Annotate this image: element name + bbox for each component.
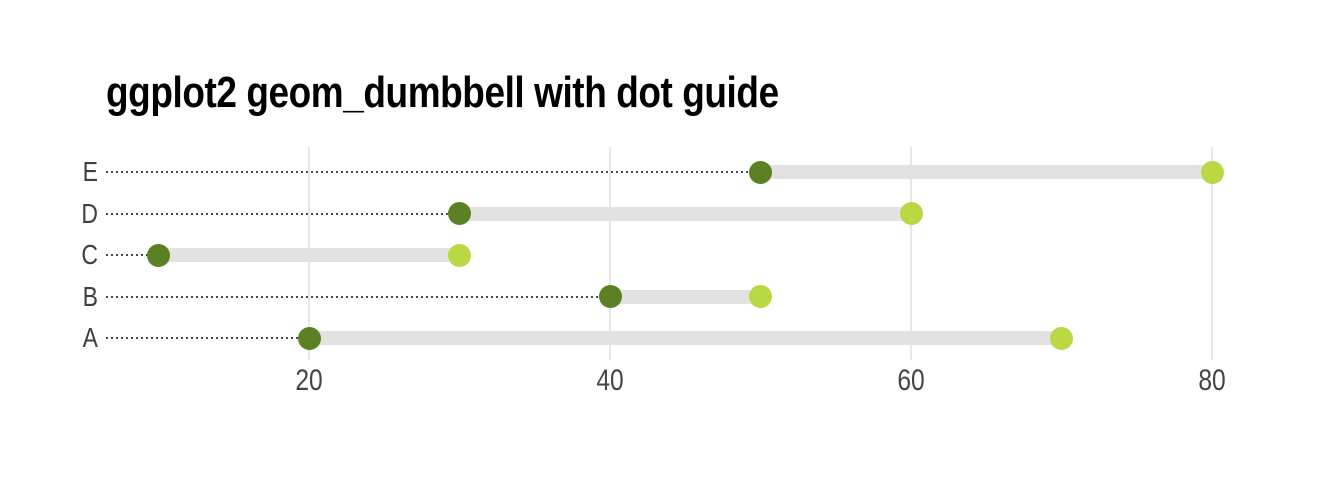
dumbbell-bar-E <box>760 165 1212 179</box>
y-axis-label-B: B <box>82 280 98 312</box>
start-dot-B <box>598 285 622 308</box>
x-tick-label-20: 20 <box>295 364 323 397</box>
gridline-x-60 <box>910 147 912 360</box>
start-dot-A <box>297 326 321 350</box>
dumbbell-bar-B <box>610 289 761 304</box>
y-axis-label-A: A <box>82 322 98 353</box>
dot-guide-D <box>106 212 460 215</box>
end-dot-B <box>749 285 772 308</box>
start-dot-D <box>448 202 471 225</box>
start-dot-E <box>749 160 772 184</box>
dot-guide-B <box>106 295 610 298</box>
y-axis-label-C: C <box>81 239 98 270</box>
x-tick-label-80: 80 <box>1198 364 1226 397</box>
end-dot-E <box>1200 160 1224 184</box>
chart-title: ggplot2 geom_dumbbell with dot guide <box>106 68 779 117</box>
end-dot-C <box>448 243 471 267</box>
dumbbell-bar-D <box>459 206 911 221</box>
x-tick-label-60: 60 <box>897 364 925 397</box>
dot-guide-E <box>106 171 761 173</box>
dot-guide-C <box>106 254 159 256</box>
y-axis-label-E: E <box>82 156 98 187</box>
end-dot-D <box>899 202 923 225</box>
gridline-x-40 <box>609 147 611 360</box>
y-axis-label-D: D <box>81 197 98 229</box>
dot-guide-A <box>106 337 309 339</box>
x-tick-label-40: 40 <box>596 364 624 397</box>
gridline-x-80 <box>1211 147 1213 360</box>
start-dot-C <box>147 243 170 267</box>
dumbbell-bar-C <box>158 248 460 262</box>
plot-panel <box>106 147 1266 360</box>
end-dot-A <box>1050 326 1073 350</box>
dumbbell-bar-A <box>309 331 1062 345</box>
